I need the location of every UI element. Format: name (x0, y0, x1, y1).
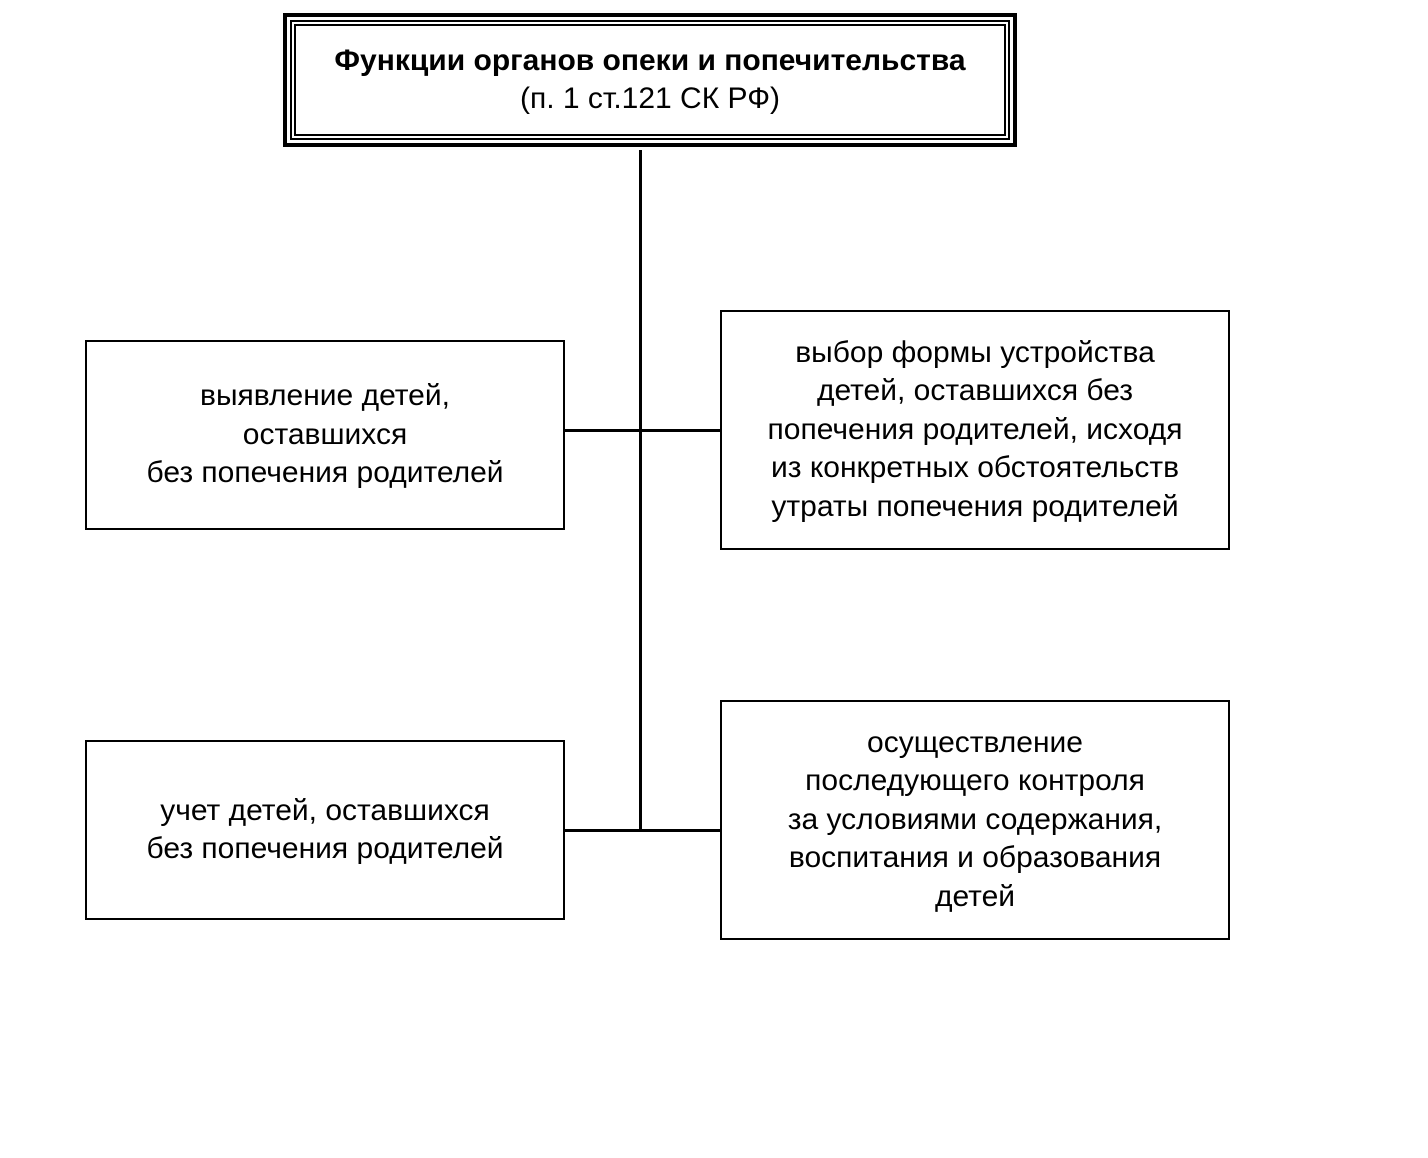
node-text: выявление детей, (200, 377, 450, 415)
node-text: утраты попечения родителей (771, 488, 1178, 526)
title-line2: (п. 1 ст.121 СК РФ) (520, 80, 780, 118)
connector-trunk (639, 150, 642, 830)
node-text: оставшихся (243, 416, 407, 454)
node-text: осуществление (867, 724, 1083, 762)
connector-row1 (565, 429, 720, 432)
node-text: за условиями содержания, (788, 801, 1163, 839)
node-text: без попечения родителей (146, 830, 503, 868)
node-text: учет детей, оставшихся (160, 792, 490, 830)
node-text: последующего контроля (805, 762, 1145, 800)
node-text: детей, оставшихся без (817, 372, 1133, 410)
title-box: Функции органов опеки и попечительства (… (290, 20, 1010, 140)
node-detect-children: выявление детей, оставшихся без попечени… (85, 340, 565, 530)
node-text: детей (935, 878, 1015, 916)
node-text: выбор формы устройства (795, 334, 1155, 372)
title-line1: Функции органов опеки и попечительства (334, 42, 965, 80)
node-followup-control: осуществление последующего контроля за у… (720, 700, 1230, 940)
node-record-children: учет детей, оставшихся без попечения род… (85, 740, 565, 920)
node-choose-form: выбор формы устройства детей, оставшихся… (720, 310, 1230, 550)
connector-row2 (565, 829, 720, 832)
node-text: из конкретных обстоятельств (771, 449, 1179, 487)
node-text: без попечения родителей (146, 454, 503, 492)
node-text: попечения родителей, исходя (768, 411, 1183, 449)
node-text: воспитания и образования (789, 839, 1161, 877)
